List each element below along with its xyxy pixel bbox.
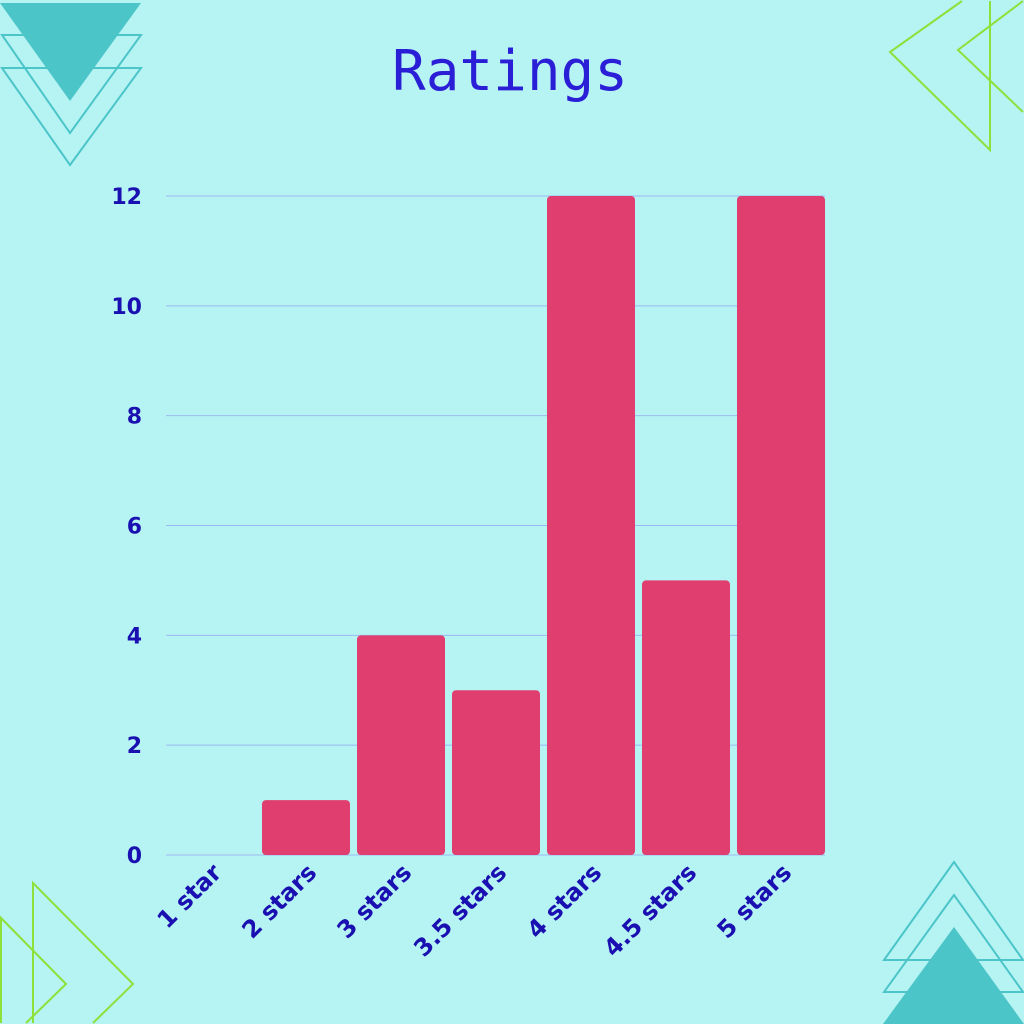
x-tick-label: 4 stars bbox=[522, 858, 608, 944]
x-tick-label: 2 stars bbox=[237, 858, 323, 944]
y-tick-label: 8 bbox=[127, 405, 142, 430]
decor-triangle-outline-top-right bbox=[956, 0, 1024, 113]
x-tick-label: 3.5 stars bbox=[408, 858, 512, 962]
bar bbox=[642, 580, 730, 855]
chart-title: Ratings bbox=[392, 39, 628, 104]
x-tick-label: 5 stars bbox=[712, 858, 798, 944]
decor-triangle-outline-top-left bbox=[0, 67, 143, 167]
x-tick-label: 3 stars bbox=[332, 858, 418, 944]
y-tick-label: 2 bbox=[127, 734, 142, 759]
y-tick-label: 6 bbox=[127, 515, 142, 540]
decor-triangle-outline-bottom-left bbox=[0, 915, 68, 1024]
y-tick-label: 12 bbox=[111, 185, 142, 210]
y-axis-ticks: 0 2 4 6 8 10 12 bbox=[111, 185, 142, 869]
y-tick-label: 4 bbox=[127, 624, 142, 649]
decor-triangle-filled-bottom-right bbox=[883, 927, 1024, 1024]
bar bbox=[547, 196, 635, 855]
decor-triangle-outline-top-left bbox=[0, 34, 143, 135]
x-tick-label: 4.5 stars bbox=[598, 858, 702, 962]
bar bbox=[737, 196, 825, 855]
bars bbox=[262, 196, 825, 855]
decor-triangle-filled-top-left bbox=[0, 3, 141, 101]
decor-triangle-outline-bottom-left bbox=[32, 880, 135, 1024]
bar bbox=[452, 690, 540, 855]
bar bbox=[262, 800, 350, 855]
decor-triangle-outline-top-right bbox=[888, 0, 991, 153]
y-tick-label: 10 bbox=[111, 295, 142, 320]
y-tick-label: 0 bbox=[127, 844, 142, 869]
bar bbox=[357, 635, 445, 855]
x-tick-label: 1 star bbox=[152, 858, 228, 934]
